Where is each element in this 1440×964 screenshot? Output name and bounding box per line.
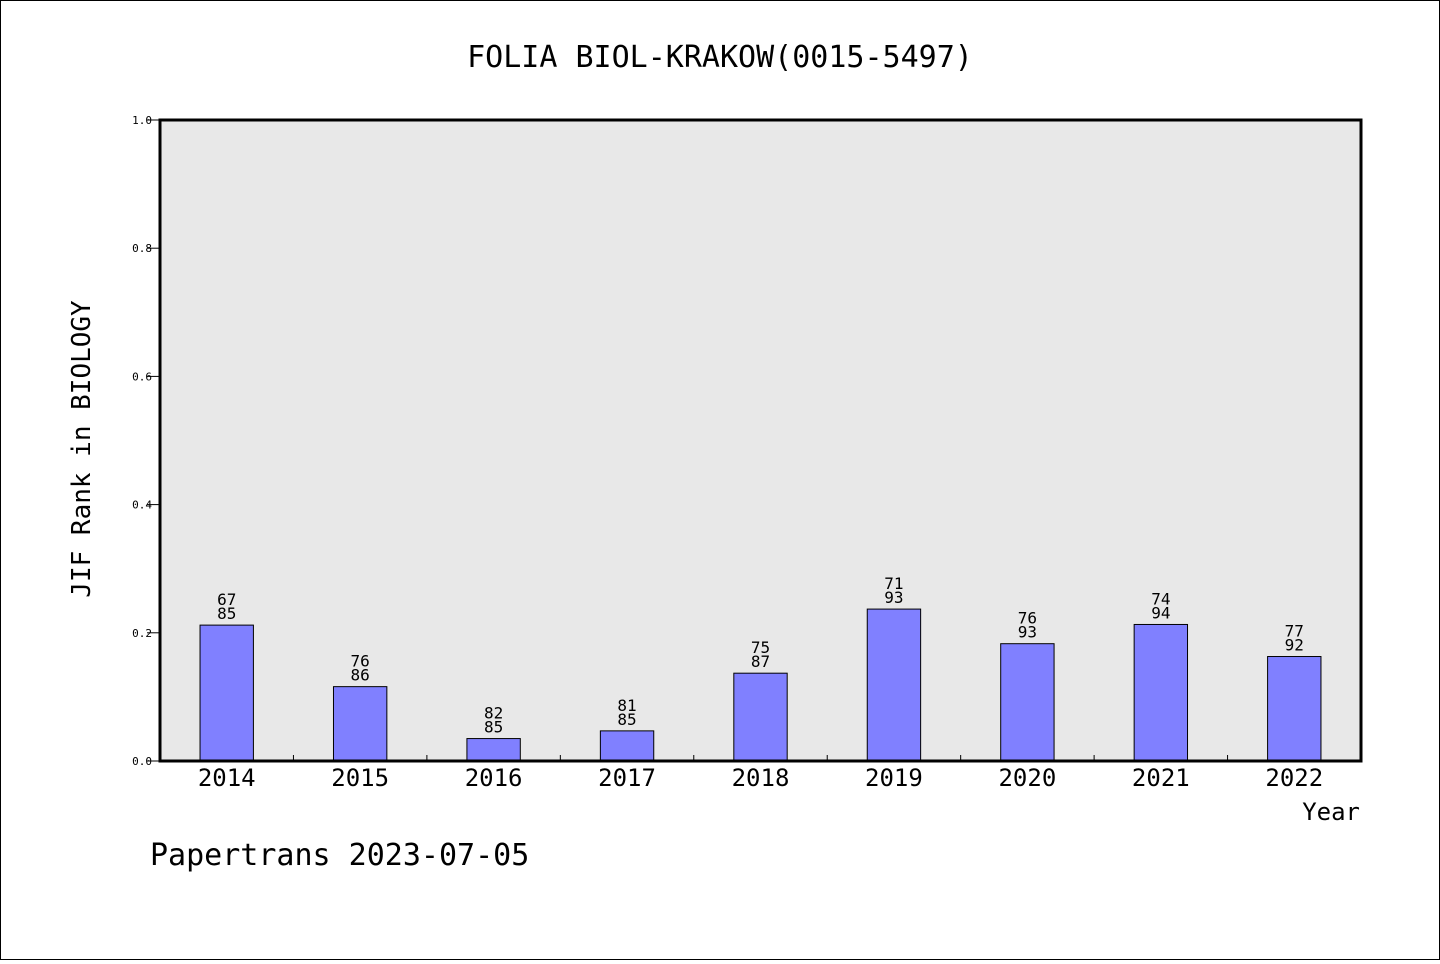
bar-label-rank-2021: 74: [1151, 589, 1170, 608]
x-tick-label-2017: 2017: [598, 764, 656, 792]
bar-2022: [1267, 656, 1322, 762]
bar-2016: [466, 738, 521, 762]
x-tick-label-2021: 2021: [1132, 764, 1190, 792]
y-axis-label: JIF Rank in BIOLOGY: [67, 300, 97, 598]
x-tick-label-2019: 2019: [865, 764, 923, 792]
bar-2017: [599, 730, 655, 762]
bar-label-rank-2016: 82: [484, 704, 503, 723]
y-tick-label: 0.8: [132, 242, 152, 255]
bar-label-total-2014: 85: [217, 604, 236, 623]
bar-label-total-2022: 92: [1285, 636, 1304, 655]
bar-label-rank-2019: 71: [884, 574, 903, 593]
bar-label-total-2019: 93: [884, 588, 903, 607]
bar-2015: [332, 686, 388, 762]
x-tick-label-2018: 2018: [732, 764, 790, 792]
bar-label-rank-2017: 81: [617, 696, 636, 715]
bar-label-total-2015: 86: [351, 666, 370, 685]
x-tick-label-2015: 2015: [331, 764, 389, 792]
y-axis: 0.0 0.2 0.4 0.6 0.8 1.0: [132, 114, 160, 768]
y-tick-label: 0.2: [132, 627, 152, 640]
footer-credit: Papertrans 2023-07-05: [150, 838, 529, 873]
bar-label-rank-2014: 67: [217, 590, 236, 609]
bar-label-total-2020: 93: [1018, 623, 1037, 642]
bar-2019: [866, 608, 922, 762]
bar-label-total-2021: 94: [1151, 603, 1170, 622]
y-tick-label: 0.4: [132, 499, 152, 512]
bar-label-total-2018: 87: [751, 652, 770, 671]
y-tick-label: 0.0: [132, 755, 152, 768]
x-tick-label-2022: 2022: [1265, 764, 1323, 792]
x-axis-label: Year: [1302, 798, 1360, 826]
x-tick-label-2014: 2014: [198, 764, 256, 792]
bar-label-total-2016: 85: [484, 718, 503, 737]
bar-label-rank-2018: 75: [751, 638, 770, 657]
bar-label-rank-2022: 77: [1285, 622, 1304, 641]
bar-label-total-2017: 85: [617, 710, 636, 729]
bar-2018: [733, 672, 788, 762]
chart-title: FOLIA BIOL-KRAKOW(0015-5497): [467, 40, 973, 75]
y-tick-label: 1.0: [132, 114, 152, 127]
bar-2020: [1000, 643, 1055, 762]
x-tick-label-2016: 2016: [465, 764, 523, 792]
x-tick-label-2020: 2020: [998, 764, 1056, 792]
bar-2021: [1133, 623, 1189, 762]
y-tick-label: 0.6: [132, 370, 152, 383]
x-axis: 2014 2015 2016 2017 2018 2019 2020 2021 2022: [198, 755, 1323, 792]
plot-border: [158, 118, 1363, 763]
bar-label-rank-2020: 76: [1018, 609, 1037, 628]
bar-label-rank-2015: 76: [351, 652, 370, 671]
bar-2014: [199, 624, 254, 762]
